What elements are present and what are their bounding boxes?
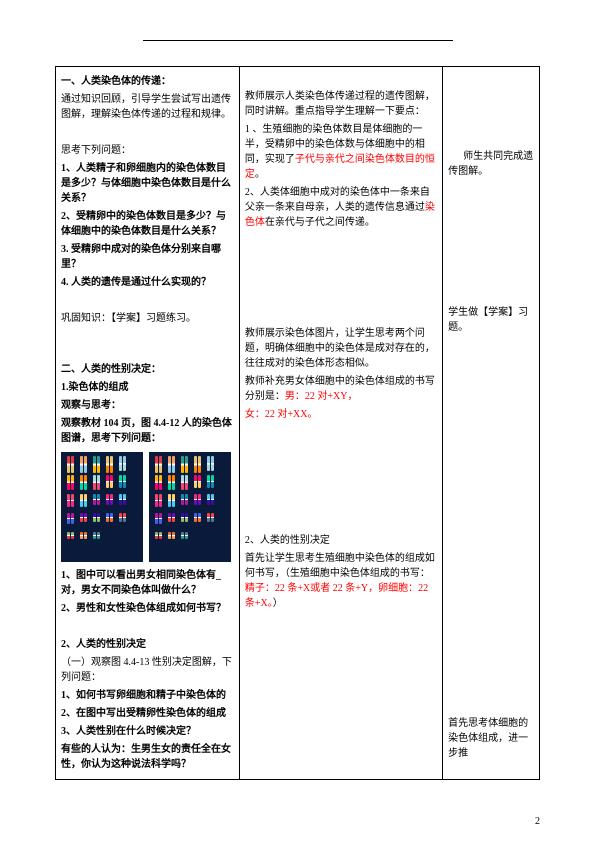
sub2-q4: 有些的人认为：生男生女的责任全在女性，你认为这种说法科学吗？ xyxy=(61,742,234,772)
chromosome-panel-female xyxy=(149,452,231,562)
t-p2-post: 。 xyxy=(255,169,265,180)
student-s1: 师生共同完成遗传图解。 xyxy=(448,149,534,179)
right-column: 师生共同完成遗传图解。 学生做【学案】习题。 首先思考体细胞的染色体组成，进一步… xyxy=(443,67,540,780)
section1-intro: 通过知识回顾，引导学生尝试写出遗传图解，理解染色体传递的过程和规律。 xyxy=(61,92,234,122)
teacher-chromo-p1: 教师展示染色体图片，让学生思考两个问题，明确体细胞中的染色体是成对存在的，往往成… xyxy=(245,326,437,371)
teacher-sex-title: 2、人类的性别决定 xyxy=(245,533,437,548)
t-p3-pre: 2、人类体细胞中成对的染色体中一条来自父亲一条来自母亲，人类的遗传信息通过 xyxy=(245,187,430,213)
t-chromo-male: 男：22 对+XY， xyxy=(285,391,358,402)
page-number: 2 xyxy=(535,816,540,827)
chromo-q1: 1、图中可以看出男女相同染色体有_对，男女不同染色体叫做什么？ xyxy=(61,568,234,598)
teacher-sex-p1: 首先让学生思考生殖细胞中染色体的组成如何书写，（生殖细胞中染色体组成的书写：精子… xyxy=(245,551,437,611)
teacher-chromo-p2: 教师补充男女体细胞中的染色体组成的书写分别是：男：22 对+XY， xyxy=(245,374,437,404)
s1-q1: 1、人类精子和卵细胞内的染色体数目是多少？与体细胞中染色体数目是什么关系？ xyxy=(61,161,234,206)
section2-sub1: 1.染色体的组成 xyxy=(61,380,234,395)
s1-q4: 4. 人类的遗传是通过什么实现的？ xyxy=(61,275,234,290)
student-s2: 学生做【学案】习题。 xyxy=(448,305,534,335)
chromosome-panel-male xyxy=(61,452,143,562)
sub2-obs: （一）观察图 4.4-13 性别决定图解，下列问题： xyxy=(61,655,234,685)
t-sex-p1: 首先让学生思考生殖细胞中染色体的组成如何书写，（生殖细胞中染色体组成的书写： xyxy=(245,553,435,579)
section1-title: 一、人类染色体的传递： xyxy=(61,74,234,89)
s1-q2: 2、受精卵中的染色体数目是多少？与体细胞中的染色体数目是什么关系？ xyxy=(61,209,234,239)
consolidate: 巩固知识：【学案】习题练习。 xyxy=(61,311,234,326)
teacher-p2: 1 、生殖细胞的染色体数目是体细胞的一半，受精卵中的染色体数与体细胞中的相同，实… xyxy=(245,122,437,182)
t-chromo-female: 女：22 对+XX。 xyxy=(245,407,437,422)
think-header: 思考下列问题： xyxy=(61,143,234,158)
chromo-q2: 2、男性和女性染色体组成如何书写？ xyxy=(61,601,234,616)
observe-header: 观察与思考： xyxy=(61,398,234,413)
s1-q3: 3. 受精卵中成对的染色体分别来自哪里？ xyxy=(61,242,234,272)
sub2-q1: 1、如何书写卵细胞和精子中染色体的 xyxy=(61,688,234,703)
section2-title: 二、人类的性别决定： xyxy=(61,362,234,377)
t-sex-post: ） xyxy=(273,598,283,609)
t-p3-post: 在亲代与子代之间传递。 xyxy=(265,217,375,228)
student-s3: 首先思考体细胞的染色体组成，进一步推 xyxy=(448,716,534,761)
sub2-q2: 2、在图中写出受精卵性染色体的组成 xyxy=(61,706,234,721)
teacher-p1: 教师展示人类染色体传递过程的遗传图解，同时讲解。重点指导学生理解一下要点： xyxy=(245,89,437,119)
sub2-q3: 3、人类性别在什么时候决定？ xyxy=(61,724,234,739)
section2-sub2: 2、人类的性别决定 xyxy=(61,637,234,652)
chromosome-images xyxy=(61,452,234,562)
observe-text: 观察教材 104 页，图 4.4-12 人的染色体图谱，思考下列问题： xyxy=(61,416,234,446)
left-column: 一、人类染色体的传递： 通过知识回顾，引导学生尝试写出遗传图解，理解染色体传递的… xyxy=(56,67,240,780)
middle-column: 教师展示人类染色体传递过程的遗传图解，同时讲解。重点指导学生理解一下要点： 1 … xyxy=(239,67,442,780)
teacher-p3: 2、人类体细胞中成对的染色体中一条来自父亲一条来自母亲，人类的遗传信息通过染色体… xyxy=(245,185,437,230)
